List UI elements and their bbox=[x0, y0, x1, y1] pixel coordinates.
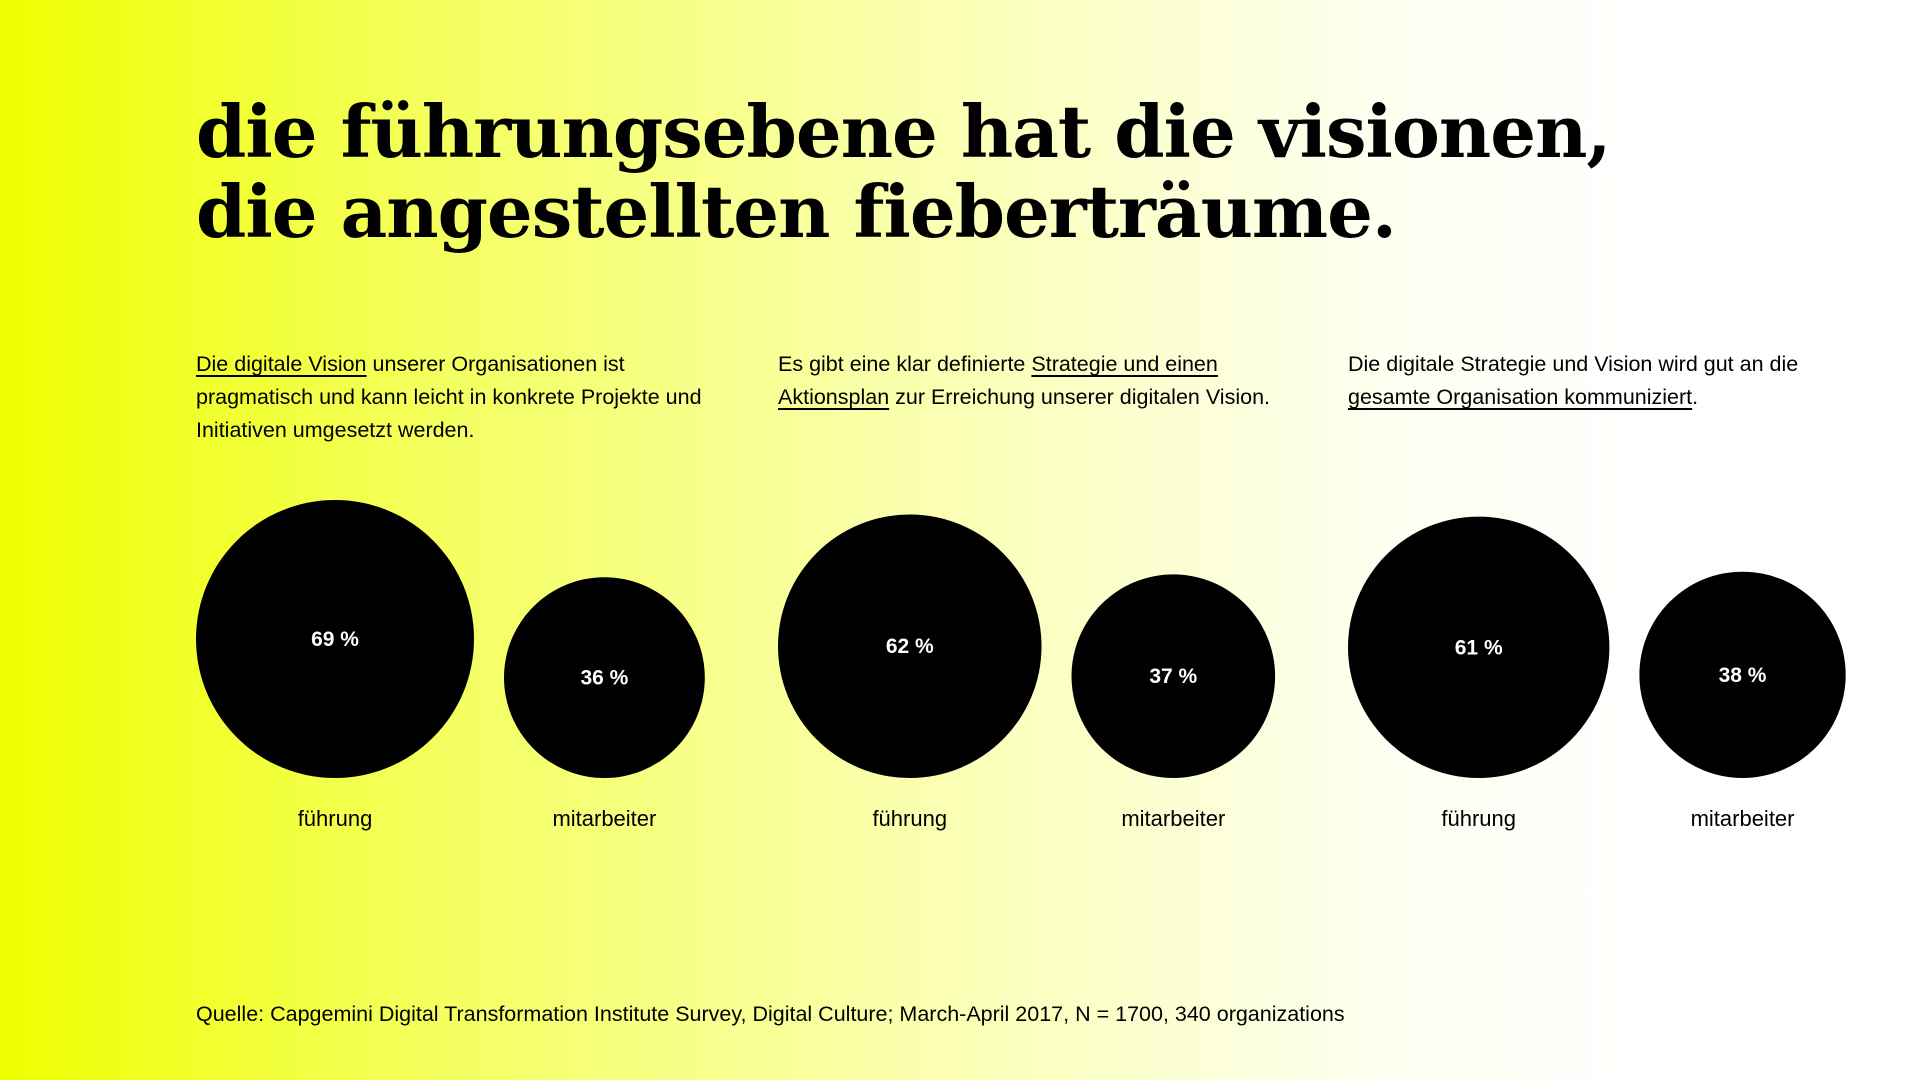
description-part: zur Erreichung unserer digitalen Vision. bbox=[889, 385, 1270, 409]
chart-description: Es gibt eine klar definierte Strategie u… bbox=[778, 348, 1298, 414]
description-part: Die digitale Strategie und Vision wird g… bbox=[1348, 352, 1799, 376]
bubble-mitarbeiter bbox=[1071, 574, 1276, 778]
description-part: Strategie und einen Aktionsplan bbox=[778, 352, 1218, 409]
bubble-value-label: 38 % bbox=[1719, 664, 1767, 687]
bubble-value-label: 62 % bbox=[886, 635, 934, 658]
chart-group-strategie-aktionsplan: Es gibt eine klar definierte Strategie u… bbox=[778, 348, 1298, 848]
description-part: unserer Organisationen ist pragmatisch u… bbox=[196, 352, 702, 442]
chart-description: Die digitale Vision unserer Organisation… bbox=[196, 348, 716, 447]
bubble-führung bbox=[778, 514, 1042, 778]
category-label: mitarbeiter bbox=[1691, 806, 1795, 831]
bubble-chart: 69 % führung 36 % mitarbeiter bbox=[196, 500, 705, 831]
bubble-chart: 62 % führung 37 % mitarbeiter bbox=[778, 514, 1276, 831]
category-label: mitarbeiter bbox=[552, 806, 656, 831]
page-title: die führungsebene hat die visionen, die … bbox=[196, 92, 1756, 252]
chart-group-kommunikation: Die digitale Strategie und Vision wird g… bbox=[1348, 348, 1868, 848]
category-label: führung bbox=[1441, 806, 1516, 831]
page-title-line-1: die führungsebene hat die visionen, bbox=[196, 89, 1612, 174]
bubble-chart: 61 % führung 38 % mitarbeiter bbox=[1348, 516, 1846, 831]
category-label: führung bbox=[872, 806, 947, 831]
bubble-mitarbeiter bbox=[504, 577, 705, 778]
description-part: gesamte Organisation kommuniziert bbox=[1348, 385, 1693, 409]
description-part: Es gibt eine klar definierte bbox=[778, 352, 1032, 376]
chart-description: Die digitale Strategie und Vision wird g… bbox=[1348, 348, 1868, 414]
bubble-führung bbox=[196, 500, 474, 778]
page-title-line-2: die angestellten fieberträume. bbox=[196, 169, 1397, 254]
description-part: Die digitale Vision bbox=[196, 352, 367, 376]
category-label: führung bbox=[298, 806, 373, 831]
bubble-führung bbox=[1348, 516, 1610, 778]
chart-group-vision-pragmatisch: Die digitale Vision unserer Organisation… bbox=[196, 348, 716, 848]
source-note: Quelle: Capgemini Digital Transformation… bbox=[196, 1002, 1345, 1026]
category-label: mitarbeiter bbox=[1121, 806, 1225, 831]
description-part: . bbox=[1692, 385, 1699, 409]
bubble-mitarbeiter bbox=[1639, 571, 1846, 778]
bubble-value-label: 37 % bbox=[1149, 665, 1197, 688]
bubble-value-label: 69 % bbox=[311, 628, 359, 651]
bubble-value-label: 61 % bbox=[1455, 636, 1503, 659]
bubble-value-label: 36 % bbox=[580, 667, 628, 690]
